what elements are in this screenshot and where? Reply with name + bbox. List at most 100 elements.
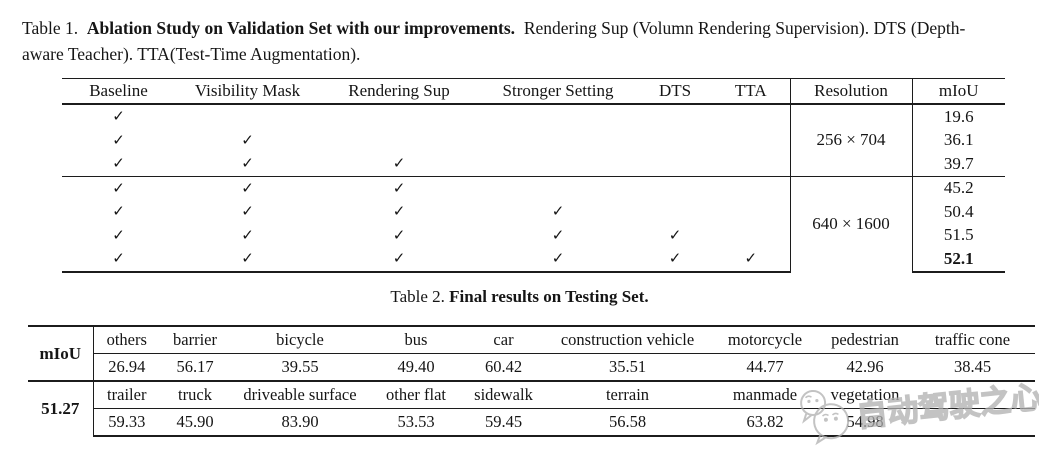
value-cell: 49.40 [397,357,435,376]
class-header-cell [910,380,1035,409]
resolution-cell-256x704: 256 × 704 [789,104,913,176]
check-cell: ✓ [241,227,254,244]
results-value-row: 26.94 56.17 39.55 49.40 60.42 35.51 44.7… [28,354,1035,382]
table2-caption: Table 2. Final results on Testing Set. [0,287,1039,307]
class-header-cell: other flat [370,380,462,409]
check-cell: ✓ [320,247,478,273]
ablation-row: ✓ ✓ 36.1 [62,129,1005,153]
check-cell [638,129,712,153]
class-header-cell: motorcycle [710,325,820,354]
class-header-cell: traffic cone [910,325,1035,354]
col-header-visibility-mask: Visibility Mask [175,78,320,105]
value-cell: 38.45 [953,357,992,376]
check-cell [320,104,478,129]
value-cell: 44.77 [746,357,784,376]
miou-cell: 19.6 [943,106,974,126]
check-cell: ✓ [638,247,712,273]
class-header-cell: construction vehicle [545,325,710,354]
table1-caption-prefix: Table 1. [22,18,79,38]
check-cell: ✓ [112,109,125,126]
table1-caption-rest2: aware Teacher). TTA(Test-Time Augmentati… [22,44,361,64]
value-cell: 35.51 [608,357,647,376]
check-cell [638,104,712,129]
value-cell: 83.90 [230,408,370,437]
check-cell [712,224,790,248]
miou-cell: 36.1 [943,130,974,150]
class-header-cell: driveable surface [230,380,370,409]
check-cell [712,175,790,200]
results-class-row: 51.27 trailer truck driveable surface ot… [28,380,1035,436]
value-cell: 53.53 [370,408,462,437]
value-cell: 26.94 [108,357,146,376]
check-cell: ✓ [112,156,125,173]
check-cell: ✓ [112,227,125,244]
value-cell: 56.17 [176,357,214,376]
class-header-cell: sidewalk [462,380,545,409]
value-cell: 54.98 [820,408,910,437]
check-cell [712,129,790,153]
miou-cell: 51.5 [943,225,974,245]
value-cell: 59.33 [93,408,160,437]
class-header-cell: others [93,325,160,354]
check-cell: ✓ [392,156,406,173]
check-cell: ✓ [241,156,254,173]
results-table: mIoU others barrier bicycle bus car cons… [28,325,1035,437]
value-cell: 42.96 [846,357,884,376]
table1-caption-rest1: Rendering Sup (Volumn Rendering Supervis… [523,18,966,38]
class-header-cell: terrain [545,380,710,409]
miou-cell-best: 52.1 [912,247,1005,273]
check-cell: ✓ [551,227,565,244]
table1-caption-bold: Ablation Study on Validation Set with ou… [86,18,516,38]
miou-cell: 39.7 [943,153,974,173]
check-cell: ✓ [241,132,254,149]
check-cell [478,152,638,176]
check-cell: ✓ [478,247,638,273]
ablation-row: ✓ ✓ ✓ 640 × 1600 45.2 [62,175,1005,272]
class-header-cell: vegetation [820,380,910,409]
ablation-row: ✓ 256 × 704 19.6 [62,104,1005,176]
class-header-cell: car [462,325,545,354]
check-cell: ✓ [62,247,175,273]
class-header-cell: pedestrian [820,325,910,354]
check-cell: ✓ [112,204,125,221]
check-cell: ✓ [175,247,320,273]
check-cell: ✓ [320,175,478,200]
miou-cell: 50.4 [943,201,974,221]
check-cell [638,152,712,176]
table2-caption-bold: Final results on Testing Set. [449,287,649,306]
check-cell [712,200,790,224]
class-header-cell: manmade [710,380,820,409]
results-value-row: 59.33 45.90 83.90 53.53 59.45 56.58 63.8… [28,408,1035,437]
ablation-row: ✓ ✓ ✓ ✓ 50.4 [62,200,1005,224]
check-cell [478,129,638,153]
class-header-cell: barrier [160,325,230,354]
table1-caption: Table 1. Ablation Study on Validation Se… [22,15,1024,67]
value-cell: 60.42 [484,357,523,376]
col-header-miou: mIoU [912,78,1005,105]
ablation-row: ✓ ✓ ✓ ✓ ✓ ✓ 52.1 [62,247,1005,273]
check-cell [638,175,712,200]
check-cell: ✓ [668,227,682,244]
miou-value: 51.27 [28,380,94,436]
check-cell: ✓ [392,227,406,244]
results-class-row: mIoU others barrier bicycle bus car cons… [28,325,1035,381]
class-header-cell: bicycle [230,325,370,354]
check-cell [712,104,790,129]
check-cell: ✓ [392,204,406,221]
check-cell [320,129,478,153]
col-header-baseline: Baseline [62,78,175,105]
col-header-dts: DTS [638,78,712,105]
col-header-tta: TTA [712,78,790,105]
check-cell: ✓ [175,175,320,200]
ablation-row: ✓ ✓ ✓ ✓ ✓ 51.5 [62,224,1005,248]
check-cell [712,152,790,176]
check-cell [638,200,712,224]
col-header-stronger-setting: Stronger Setting [478,78,638,105]
col-header-rendering-sup: Rendering Sup [320,78,478,105]
check-cell: ✓ [62,175,175,200]
ablation-row: ✓ ✓ ✓ 39.7 [62,152,1005,176]
check-cell [478,104,638,129]
miou-label: mIoU [28,325,94,381]
check-cell [478,175,638,200]
value-cell: 63.82 [710,408,820,437]
